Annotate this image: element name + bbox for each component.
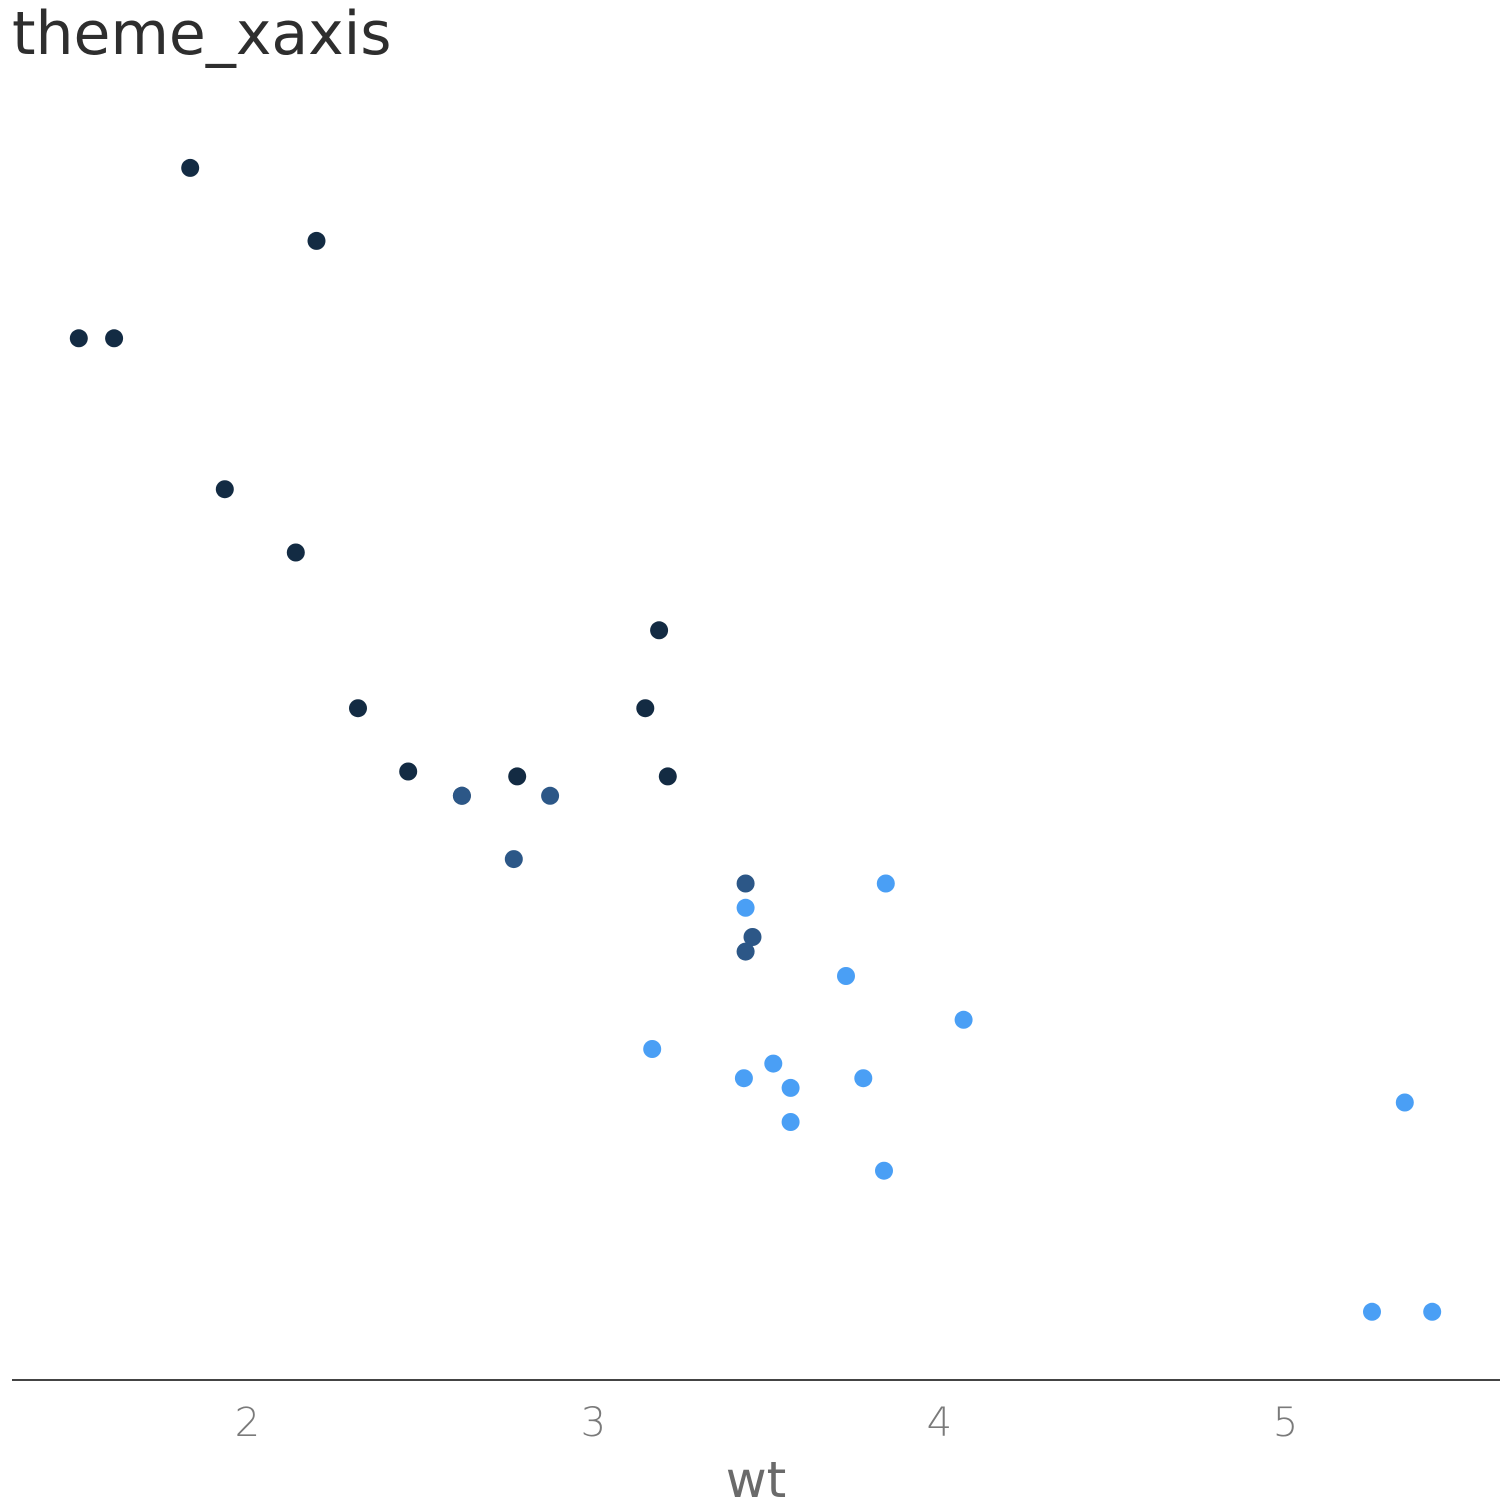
data-point-s0-7 (181, 158, 200, 177)
data-point-s0-4 (636, 699, 655, 718)
data-point-s2-6 (1423, 1302, 1442, 1321)
data-point-s0-3 (650, 621, 669, 640)
data-point-s2-12 (643, 1040, 662, 1058)
data-point-s0-2 (658, 767, 677, 786)
data-point-s1-0 (541, 786, 560, 805)
data-point-s0-12 (508, 767, 527, 786)
data-point-s0-8 (399, 762, 418, 781)
data-point-s2-7 (1395, 1093, 1414, 1112)
data-point-s2-5 (1363, 1302, 1381, 1321)
data-point-s2-8 (764, 1054, 783, 1073)
data-point-s2-11 (876, 874, 895, 893)
data-point-s1-5 (452, 786, 471, 805)
x-tick-label-4: 4 (927, 1400, 952, 1446)
x-axis-ticks: 2 3 4 5 (235, 1400, 1299, 1446)
data-point-s2-3 (837, 967, 855, 985)
data-point-s0-10 (286, 543, 305, 562)
x-tick-label-2: 2 (235, 1400, 260, 1446)
data-point-s0-9 (215, 480, 234, 499)
data-points (69, 158, 1442, 1321)
data-point-s1-3 (504, 850, 523, 869)
chart-title: theme_xaxis (12, 0, 392, 69)
x-axis-title: wt (726, 1451, 787, 1500)
data-point-s2-2 (954, 1010, 973, 1029)
data-point-s0-5 (307, 231, 326, 250)
data-point-s0-1 (349, 699, 367, 718)
data-point-s2-0 (736, 898, 755, 917)
data-point-s0-11 (69, 329, 88, 348)
data-point-s1-1 (736, 874, 755, 893)
data-point-s2-1 (781, 1113, 800, 1131)
data-point-s2-4 (854, 1069, 873, 1088)
x-tick-label-5: 5 (1273, 1400, 1298, 1446)
data-point-s2-13 (781, 1078, 800, 1097)
data-point-s2-9 (734, 1069, 753, 1088)
data-point-s0-6 (105, 329, 124, 348)
data-point-s1-4 (743, 928, 762, 946)
data-point-s2-10 (875, 1161, 893, 1180)
x-tick-label-3: 3 (581, 1400, 606, 1446)
data-point-s1-2 (736, 942, 755, 961)
